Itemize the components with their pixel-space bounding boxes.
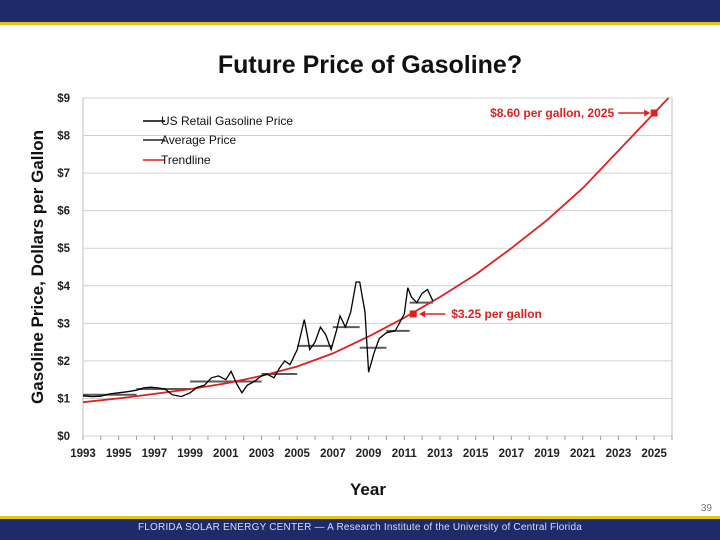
annotation-arrowhead-2025 <box>644 109 651 117</box>
annotation-arrowhead-current <box>419 310 426 318</box>
legend-label-trendline: Trendline <box>161 153 211 167</box>
y-tick-label: $1 <box>57 393 70 405</box>
bottom-bar <box>0 519 720 540</box>
x-tick-label: 2023 <box>606 448 632 460</box>
x-tick-labels: 1993 1995 1997 1999 2001 2003 2005 2007 2009 2011… <box>70 448 667 460</box>
slide-number: 39 <box>700 503 712 514</box>
x-tick-label: 1993 <box>70 448 96 460</box>
y-tick-label: $9 <box>57 93 70 105</box>
x-tick-label: 1995 <box>106 448 132 460</box>
x-tick-label: 2009 <box>356 448 382 460</box>
y-axis-title: Gasoline Price, Dollars per Gallon <box>28 130 47 404</box>
y-tick-label: $6 <box>57 206 70 218</box>
y-tick-label: $8 <box>57 131 70 143</box>
x-tick-label: 2021 <box>570 448 596 460</box>
marker-current <box>409 310 417 318</box>
retail-price-line <box>82 281 434 398</box>
footer-text: FLORIDA SOLAR ENERGY CENTER — A Research… <box>137 522 583 533</box>
average-price-series <box>83 301 433 396</box>
x-tick-label: 2019 <box>534 448 560 460</box>
annotation-2025: $8.60 per gallon, 2025 <box>490 106 614 120</box>
legend-label-average: Average Price <box>161 133 236 147</box>
x-tick-label: 2005 <box>284 448 310 460</box>
y-tick-label: $4 <box>57 281 70 293</box>
top-bar <box>0 0 720 22</box>
x-tick-label: 2017 <box>499 448 525 460</box>
annotations: $8.60 per gallon, 2025 $3.25 per gallon <box>409 106 658 321</box>
price-series <box>82 97 670 404</box>
top-accent-stripe <box>0 22 720 25</box>
x-tick-label: 2001 <box>213 448 239 460</box>
marker-2025 <box>650 109 658 117</box>
y-tick-label: $2 <box>57 356 70 368</box>
y-tick-label: $7 <box>57 168 70 180</box>
x-tick-label: 2015 <box>463 448 489 460</box>
legend-label-retail: US Retail Gasoline Price <box>161 114 293 128</box>
annotation-current: $3.25 per gallon <box>451 307 542 321</box>
y-tick-label: $5 <box>57 243 70 255</box>
x-tick-label: 2013 <box>427 448 453 460</box>
y-tick-label: $0 <box>57 431 70 443</box>
x-tick-label: 2025 <box>641 448 667 460</box>
bottom-accent-stripe <box>0 516 720 519</box>
gasoline-price-chart: Future Price of Gasoline? $0 $1 $2 $3 $4 $5 $6… <box>28 51 673 499</box>
x-axis-title: Year <box>350 480 386 499</box>
y-tick-labels: $0 $1 $2 $3 $4 $5 $6 $7 $8 $9 <box>57 93 70 443</box>
x-tick-label: 1999 <box>177 448 203 460</box>
chart-legend: US Retail Gasoline Price Average Price T… <box>143 114 293 167</box>
x-tick-label: 2011 <box>392 448 418 460</box>
chart-title: Future Price of Gasoline? <box>218 51 522 79</box>
grid-lines <box>82 97 673 440</box>
plot-frame <box>82 97 673 437</box>
x-tick-label: 1997 <box>142 448 168 460</box>
x-tick-label: 2003 <box>249 448 275 460</box>
y-tick-label: $3 <box>57 318 70 330</box>
trendline <box>82 97 670 404</box>
x-tick-label: 2007 <box>320 448 346 460</box>
